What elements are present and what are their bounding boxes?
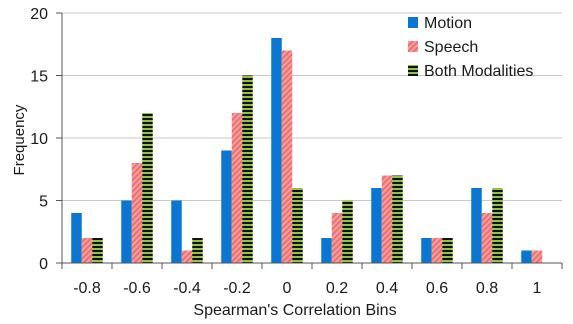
bar-motion [221, 150, 232, 263]
bars [71, 38, 543, 263]
bar-motion [121, 200, 132, 263]
bar-motion [71, 213, 82, 263]
bar-speech [331, 213, 343, 263]
x-tick-label: 0.8 [476, 280, 498, 297]
x-tick-label: 0.2 [326, 280, 348, 297]
bar-speech [181, 250, 193, 263]
bar-motion [521, 250, 532, 263]
legend-label: Motion [424, 15, 472, 32]
y-axis-label: Frequency [11, 104, 28, 175]
y-tick-label: 15 [30, 69, 48, 86]
bar-both-modalities [392, 175, 403, 263]
bar-both-modalities [342, 200, 353, 263]
x-tick-label: -0.4 [173, 280, 201, 297]
bar-speech [231, 113, 243, 263]
x-tick-label: 1 [533, 280, 542, 297]
bar-both-modalities [292, 188, 303, 263]
bar-speech [531, 250, 543, 263]
bar-speech [431, 238, 443, 263]
bar-speech [81, 238, 93, 263]
bar-motion [421, 238, 432, 263]
x-tick-label: -0.6 [123, 280, 151, 297]
legend: Motion Speech Both Modalities [408, 15, 533, 80]
bar-motion [321, 238, 332, 263]
bar-both-modalities [142, 113, 153, 263]
bar-speech [281, 50, 293, 263]
x-tick-label: 0.4 [376, 280, 398, 297]
legend-label: Speech [424, 39, 478, 56]
bar-motion [371, 188, 382, 263]
x-tick-label: 0 [283, 280, 292, 297]
bar-both-modalities [492, 188, 503, 263]
x-axis-label: Spearman's Correlation Bins [193, 302, 396, 319]
bar-motion [471, 188, 482, 263]
bar-both-modalities [242, 75, 253, 263]
bar-motion [171, 200, 182, 263]
bar-motion [271, 38, 282, 263]
x-tick-label: -0.8 [73, 280, 101, 297]
y-tick-label: 0 [39, 256, 48, 273]
y-tick-label: 20 [30, 6, 48, 23]
x-tick-label: -0.2 [223, 280, 251, 297]
axes: 0 5 10 15 20 -0.8 -0.6 -0.4 -0.2 0 0.2 0.4 0.6 0.8 1 [30, 6, 563, 297]
legend-swatch [408, 17, 418, 28]
legend-swatch [408, 41, 418, 52]
bar-speech [131, 163, 143, 263]
bar-both-modalities [442, 238, 453, 263]
legend-label: Both Modalities [424, 63, 533, 80]
bar-speech [481, 213, 493, 263]
y-tick-label: 10 [30, 131, 48, 148]
legend-swatch [408, 65, 418, 76]
bar-both-modalities [192, 238, 203, 263]
bar-speech [381, 175, 393, 263]
y-tick-label: 5 [39, 194, 48, 211]
x-tick-label: 0.6 [426, 280, 448, 297]
bar-both-modalities [92, 238, 103, 263]
